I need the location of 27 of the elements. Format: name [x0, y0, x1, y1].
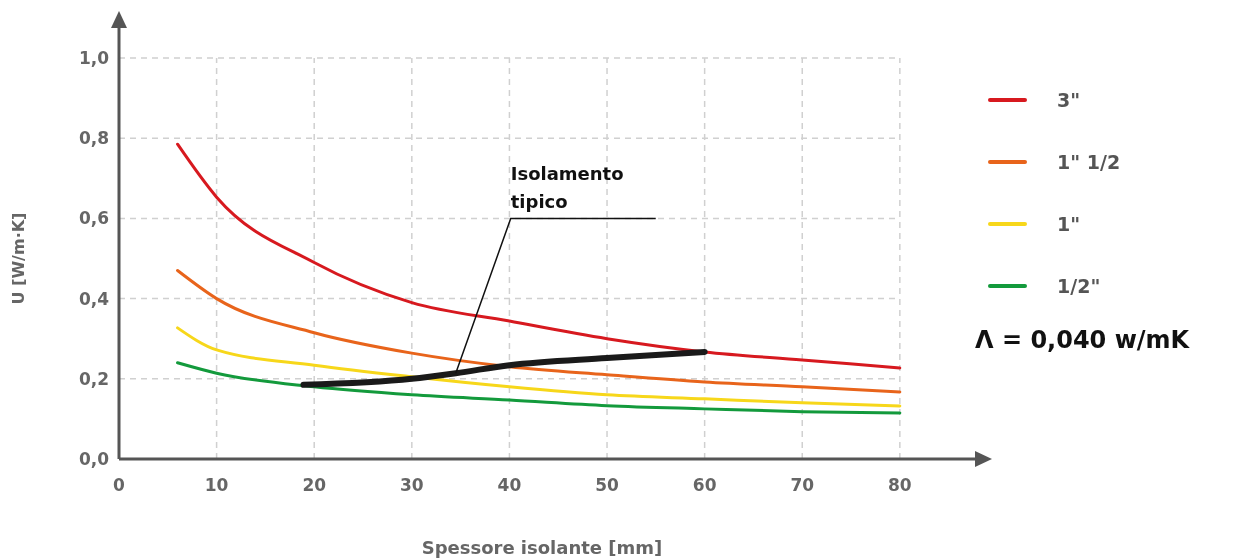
x-tick-label: 40	[497, 475, 522, 495]
x-tick-label: 70	[790, 475, 815, 495]
annotation: Isolamento tipico	[510, 163, 624, 213]
line-series	[176, 269, 902, 394]
line-series	[176, 326, 902, 408]
legend-label: 1"	[1057, 213, 1081, 235]
line-series	[176, 142, 902, 370]
x-tick-label: 50	[595, 475, 620, 495]
legend-label: 3"	[1057, 89, 1081, 111]
y-tick-label: 0,2	[78, 368, 109, 389]
legend-label: 1" 1/2	[1057, 151, 1121, 173]
y-tick-label: 0,8	[78, 128, 109, 149]
x-axis-title: Spessore isolante [mm]	[421, 537, 663, 558]
x-tick-label: 10	[204, 475, 229, 495]
y-tick-label: 1,0	[78, 48, 110, 68]
line-series	[176, 361, 902, 415]
y-tick-label: 0,6	[78, 208, 109, 229]
x-tick-label: 60	[692, 475, 717, 495]
y-tick-label: 0,0	[78, 449, 110, 469]
y-axis-title: U [W/m·K]	[9, 212, 28, 305]
y-tick-label: 0,4	[78, 288, 110, 309]
x-tick-label: 80	[888, 475, 912, 495]
x-tick-label: 0	[113, 475, 126, 495]
text: Λ = 0,040 w/mK	[975, 326, 1191, 354]
x-tick-label: 30	[399, 475, 424, 495]
x-tick-label: 20	[302, 475, 327, 495]
legend-label: 1/2"	[1057, 275, 1101, 297]
